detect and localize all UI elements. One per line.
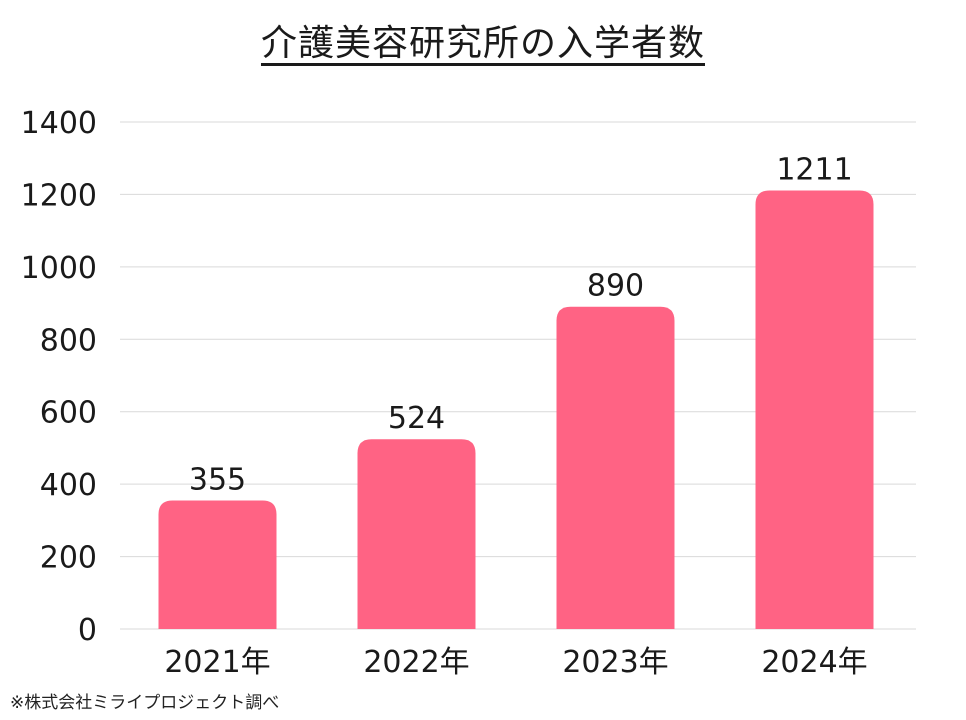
chart-title: 介護美容研究所の入学者数 — [0, 14, 966, 66]
bar-2021年 — [158, 500, 277, 629]
x-tick-label: 2022年 — [363, 645, 469, 680]
y-tick-label: 800 — [40, 323, 97, 358]
source-footnote: ※株式会社ミライプロジェクト調べ — [10, 693, 280, 713]
x-tick-label: 2021年 — [164, 645, 270, 680]
bar-2023年 — [556, 306, 675, 629]
y-tick-label: 0 — [78, 613, 97, 648]
y-tick-label: 600 — [40, 396, 97, 431]
bar-2022年 — [357, 439, 476, 629]
data-label: 355 — [189, 462, 246, 497]
bars — [158, 190, 874, 629]
x-tick-label: 2024年 — [761, 645, 867, 680]
data-label: 524 — [388, 401, 445, 436]
data-label: 1211 — [776, 152, 852, 187]
bar-2024年 — [755, 190, 874, 629]
data-label: 890 — [587, 269, 644, 304]
y-tick-label: 1000 — [21, 251, 97, 286]
y-tick-label: 1400 — [21, 106, 97, 141]
chart-title-text: 介護美容研究所の入学者数 — [260, 23, 705, 64]
labels: 0 200 400 600 800 1000 1200 1400 355 2021年 524 2022… — [21, 106, 868, 680]
y-tick-label: 200 — [40, 541, 97, 576]
y-tick-label: 400 — [40, 468, 97, 503]
x-tick-label: 2023年 — [562, 645, 668, 680]
y-tick-label: 1200 — [21, 178, 97, 213]
